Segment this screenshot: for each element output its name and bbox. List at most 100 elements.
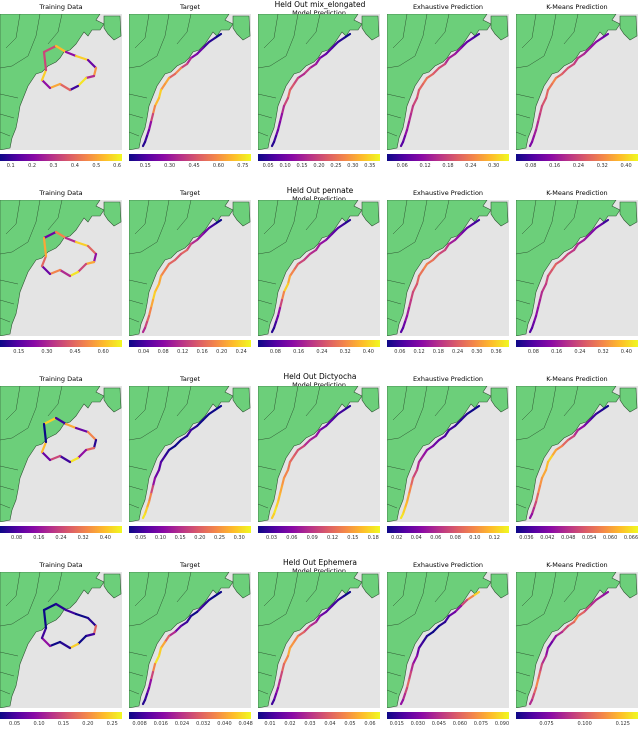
track-segment (151, 290, 157, 302)
track-segment (40, 636, 52, 648)
island-shape (619, 573, 638, 599)
track-segment (86, 430, 98, 442)
state-border (258, 671, 273, 677)
map-svg (516, 572, 638, 708)
map (258, 200, 380, 336)
track-segment (538, 290, 544, 302)
track-segment (276, 120, 282, 132)
state-border (516, 93, 535, 99)
track-segment (151, 662, 157, 674)
track-segment (560, 252, 570, 262)
track-segment (147, 492, 153, 504)
island-shape (619, 15, 638, 41)
colorbar-tick-label: 0.40 (620, 349, 632, 355)
colorbar-tick-label: 0.036 (519, 535, 534, 541)
state-border (176, 200, 192, 231)
state-border (516, 503, 527, 509)
colorbar-ticks: 0.15 0.30 0.45 0.60 (0, 349, 122, 357)
colorbar-tick-label: 0.18 (442, 163, 454, 169)
state-border (305, 572, 321, 603)
track-segment (185, 56, 193, 66)
track-segment (407, 670, 413, 682)
track-segment (42, 416, 58, 426)
state-border (129, 465, 148, 471)
map-svg (387, 386, 509, 522)
colorbar-tick-label: 0.066 (623, 535, 639, 541)
track-segment (42, 44, 58, 54)
map (516, 14, 638, 150)
track-segment (167, 72, 177, 80)
state-border (0, 651, 19, 657)
state-border (387, 651, 406, 657)
land-shape (258, 14, 363, 150)
track-segment (280, 662, 286, 674)
colorbar-tick-label: 0.30 (471, 349, 483, 355)
track-segment (447, 610, 457, 618)
colorbar-tick-label: 0.08 (449, 535, 461, 541)
track-segment (459, 40, 469, 50)
state-border (387, 386, 428, 441)
colorbar-tick-label: 0.032 (196, 721, 211, 727)
colorbar (387, 340, 509, 347)
state-border (263, 386, 279, 421)
track-segment (409, 290, 415, 302)
state-border (516, 689, 527, 695)
track-segment (270, 326, 276, 334)
track-segment (167, 258, 177, 266)
track-segment (179, 62, 189, 70)
panel: Exhaustive Prediction 0.02 0.04 0.06 0.08 0.1… (387, 372, 509, 558)
state-border (134, 572, 150, 607)
state-border (434, 200, 450, 231)
state-border (0, 317, 11, 323)
track-segment (415, 646, 421, 658)
state-border (387, 671, 402, 677)
colorbar (258, 340, 380, 347)
track-segment (40, 264, 52, 276)
state-border (263, 200, 279, 235)
panel-title: Target (179, 561, 201, 569)
island-shape (232, 573, 251, 599)
track-segment (213, 590, 223, 598)
track-segment (554, 72, 564, 80)
state-border (5, 14, 21, 49)
track-segment (86, 616, 98, 628)
state-border (258, 386, 299, 441)
colorbar-ticks: 0.06 0.12 0.18 0.24 0.30 (387, 163, 509, 171)
island-shape (490, 573, 509, 599)
track-segment (544, 460, 550, 472)
colorbar (129, 340, 251, 347)
island-shape (361, 387, 380, 413)
colorbar-tick-label: 0.08 (525, 163, 537, 169)
track-segment (415, 88, 421, 100)
map-svg (387, 14, 509, 150)
panel-title: Target (179, 189, 201, 197)
state-border (0, 465, 19, 471)
track-segment (179, 434, 189, 442)
state-border (5, 200, 21, 235)
colorbar (387, 526, 509, 533)
track-segment (554, 630, 564, 638)
colorbar-tick-label: 0.03 (265, 535, 278, 541)
track-segment (48, 82, 62, 90)
track-segment (84, 260, 96, 266)
colorbar (258, 154, 380, 161)
colorbar (387, 154, 509, 161)
panel: Model Prediction 0.01 0.02 0.03 0.04 0.05 0.06 (258, 558, 380, 744)
map (387, 572, 509, 708)
track-segment (195, 604, 205, 614)
colorbar-tick-label: 0.09 (306, 535, 318, 541)
colorbar-tick-label: 0.1 (6, 163, 15, 169)
island-shape (619, 387, 638, 413)
state-border (258, 113, 273, 119)
state-border (5, 572, 21, 607)
track-segment (465, 408, 475, 416)
track-segment (288, 640, 296, 650)
track-segment (546, 454, 554, 464)
state-border (387, 503, 398, 509)
track-segment (453, 418, 463, 428)
track-segment (528, 698, 534, 706)
track-segment (149, 484, 155, 496)
state-border (134, 386, 150, 421)
track-segment (443, 56, 451, 66)
state-border (0, 671, 15, 677)
